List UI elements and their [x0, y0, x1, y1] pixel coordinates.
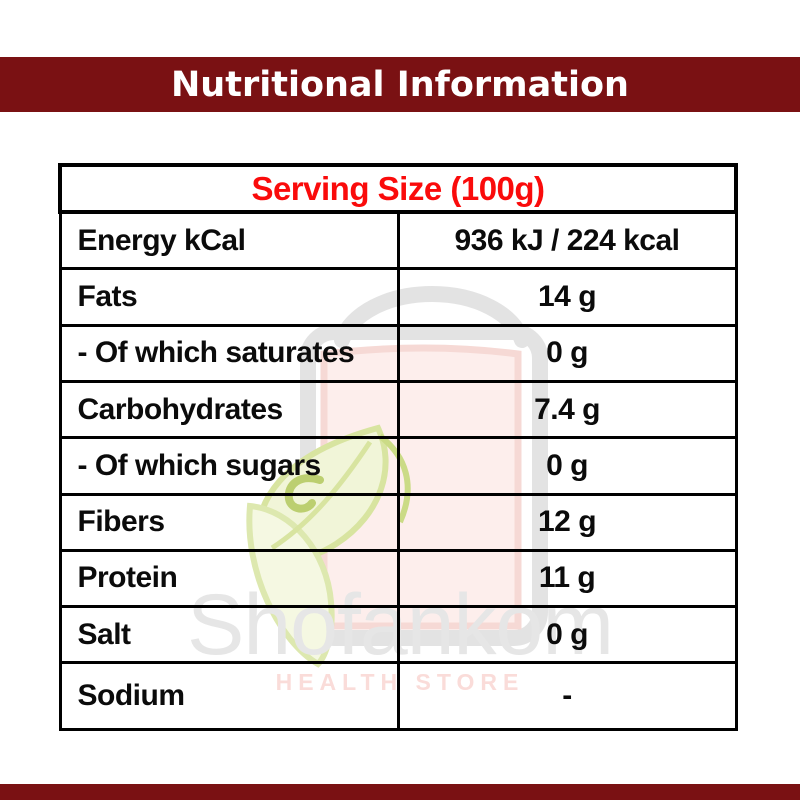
nutrient-value: 14 g — [537, 280, 597, 314]
table-row: Protein 11 g — [58, 548, 738, 609]
table-row: - Of which saturates 0 g — [58, 323, 738, 383]
nutrient-value: 12 g — [537, 505, 597, 539]
table-header-row: Serving Size (100g) — [58, 162, 738, 215]
nutrient-value-cell: - — [396, 661, 738, 731]
nutrient-label: Carbohydrates — [77, 392, 284, 426]
nutrient-label: Protein — [77, 561, 178, 595]
nutrient-label: Fats — [77, 280, 138, 314]
nutrient-label: Salt — [77, 617, 132, 651]
nutrient-value-cell: 0 g — [396, 436, 738, 496]
nutrient-value: 11 g — [538, 561, 596, 595]
nutrient-label-cell: Energy kCal — [58, 210, 400, 271]
nutrition-table: Serving Size (100g) Energy kCal 936 kJ /… — [58, 162, 738, 731]
nutrient-value-cell: 7.4 g — [396, 379, 738, 440]
nutrient-label: Sodium — [77, 679, 186, 713]
table-row: Salt 0 g — [58, 605, 738, 665]
nutrient-value: 7.4 g — [534, 392, 600, 426]
table-row: Energy kCal 936 kJ / 224 kcal — [58, 210, 738, 271]
table-row: Sodium - — [58, 661, 738, 731]
nutrient-value-cell: 936 kJ / 224 kcal — [396, 210, 738, 271]
nutrient-label-cell: Salt — [58, 605, 400, 665]
nutrient-label: Fibers — [77, 505, 166, 539]
nutrient-value: 0 g — [546, 448, 588, 482]
nutrient-value-cell: 12 g — [396, 492, 738, 552]
nutrient-label: Energy kCal — [77, 223, 246, 257]
page-title: Nutritional Information — [171, 64, 629, 105]
nutrient-label-cell: Sodium — [58, 661, 400, 731]
nutrient-label-cell: - Of which saturates — [58, 323, 400, 383]
nutrient-value-cell: 0 g — [396, 605, 738, 665]
serving-size-header: Serving Size (100g) — [58, 162, 738, 215]
nutrient-label-cell: Fats — [58, 267, 400, 327]
nutrient-label-cell: Carbohydrates — [58, 379, 400, 440]
serving-size-text: Serving Size (100g) — [251, 169, 545, 207]
nutrient-value-cell: 14 g — [396, 267, 738, 327]
nutrient-label: - Of which sugars — [77, 448, 322, 482]
table-row: Fibers 12 g — [58, 492, 738, 552]
header-banner: Nutritional Information — [0, 57, 800, 112]
table-row: Carbohydrates 7.4 g — [58, 379, 738, 440]
nutrient-value: 0 g — [546, 336, 588, 370]
nutrient-value-cell: 11 g — [396, 548, 738, 609]
nutrient-label-cell: Fibers — [58, 492, 400, 552]
footer-bar — [0, 784, 800, 800]
nutrient-label-cell: Protein — [58, 548, 400, 609]
nutrient-label-cell: - Of which sugars — [58, 436, 400, 496]
nutrient-value-cell: 0 g — [396, 323, 738, 383]
table-row: - Of which sugars 0 g — [58, 436, 738, 496]
nutrient-label: - Of which saturates — [77, 336, 355, 370]
nutrient-value: 0 g — [546, 617, 588, 651]
nutrient-value: - — [562, 679, 572, 713]
table-row: Fats 14 g — [58, 267, 738, 327]
nutrient-value: 936 kJ / 224 kcal — [454, 223, 680, 257]
